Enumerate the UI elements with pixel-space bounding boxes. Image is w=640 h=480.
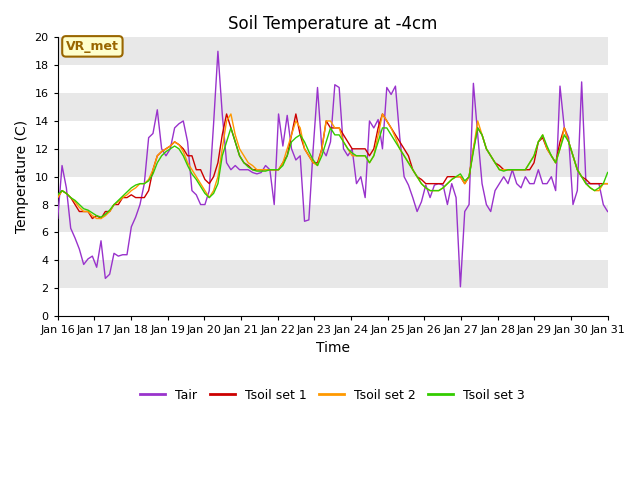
- Tsoil set 2: [54, 195, 61, 201]
- Bar: [58, 93, 607, 121]
- Y-axis label: Temperature (C): Temperature (C): [15, 120, 29, 233]
- Line: Tsoil set 1: Tsoil set 1: [58, 114, 607, 218]
- Tsoil set 3: [348, 150, 356, 156]
- Tair: [284, 112, 291, 118]
- Bar: [58, 204, 607, 232]
- Tsoil set 2: [348, 153, 356, 159]
- Tsoil set 1: [193, 167, 200, 173]
- Bar: [58, 288, 607, 316]
- Tsoil set 1: [534, 139, 542, 145]
- Tsoil set 2: [193, 174, 200, 180]
- Tsoil set 1: [266, 167, 274, 173]
- Tsoil set 1: [54, 195, 61, 201]
- Tair: [534, 167, 542, 173]
- Tsoil set 3: [54, 192, 61, 198]
- Tair: [54, 216, 61, 221]
- Tsoil set 3: [534, 139, 542, 145]
- Tsoil set 2: [604, 181, 611, 187]
- Line: Tsoil set 2: Tsoil set 2: [58, 114, 607, 218]
- Tsoil set 2: [227, 111, 235, 117]
- Text: VR_met: VR_met: [66, 40, 119, 53]
- Bar: [58, 149, 607, 177]
- Title: Soil Temperature at -4cm: Soil Temperature at -4cm: [228, 15, 437, 33]
- Tair: [188, 188, 196, 193]
- Line: Tair: Tair: [58, 51, 607, 287]
- Tair: [344, 153, 351, 159]
- Tsoil set 1: [223, 111, 230, 117]
- Bar: [58, 177, 607, 204]
- Legend: Tair, Tsoil set 1, Tsoil set 2, Tsoil set 3: Tair, Tsoil set 1, Tsoil set 2, Tsoil se…: [135, 384, 530, 407]
- X-axis label: Time: Time: [316, 341, 349, 355]
- Bar: [58, 65, 607, 93]
- Tsoil set 3: [227, 125, 235, 131]
- Tsoil set 3: [288, 139, 296, 145]
- Line: Tsoil set 3: Tsoil set 3: [58, 128, 607, 217]
- Tsoil set 1: [586, 181, 594, 187]
- Bar: [58, 121, 607, 149]
- Tsoil set 3: [604, 169, 611, 175]
- Tsoil set 2: [586, 185, 594, 191]
- Tair: [262, 163, 269, 168]
- Tsoil set 1: [348, 146, 356, 152]
- Tair: [456, 284, 464, 289]
- Bar: [58, 37, 607, 65]
- Tair: [214, 48, 222, 54]
- Tsoil set 2: [266, 167, 274, 173]
- Tsoil set 1: [88, 216, 96, 221]
- Bar: [58, 260, 607, 288]
- Tsoil set 3: [97, 214, 105, 220]
- Bar: [58, 232, 607, 260]
- Tsoil set 3: [266, 167, 274, 173]
- Tair: [604, 209, 611, 215]
- Tsoil set 1: [288, 132, 296, 138]
- Tsoil set 3: [586, 185, 594, 191]
- Tsoil set 2: [534, 139, 542, 145]
- Tsoil set 3: [193, 177, 200, 182]
- Tsoil set 2: [93, 216, 100, 221]
- Tsoil set 1: [604, 181, 611, 187]
- Tair: [586, 181, 594, 187]
- Tsoil set 2: [288, 132, 296, 138]
